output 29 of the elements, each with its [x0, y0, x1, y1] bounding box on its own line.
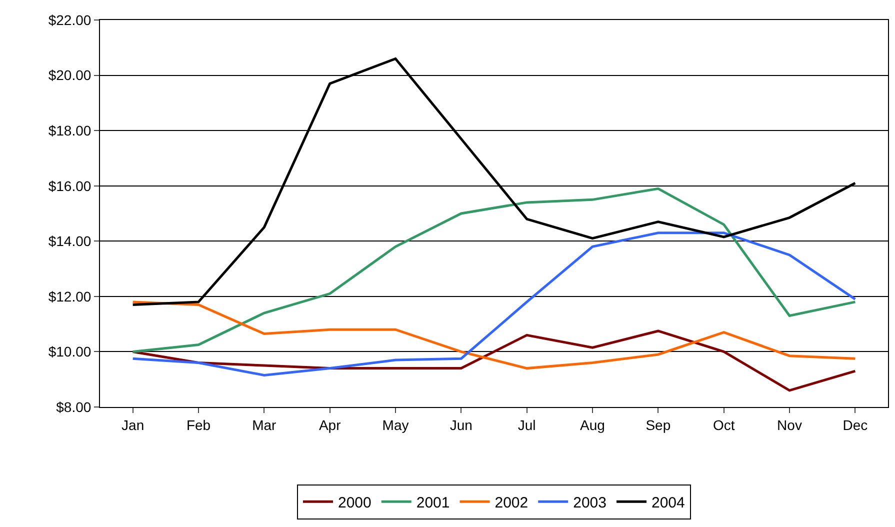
- y-tick-label: $12.00: [48, 288, 92, 304]
- y-tick-label: $8.00: [56, 398, 92, 415]
- x-tick-label: Feb: [186, 416, 211, 433]
- y-tick-label: $22.00: [48, 12, 92, 28]
- x-tick-label: Nov: [777, 416, 802, 433]
- y-tick-label: $14.00: [48, 233, 92, 250]
- x-tick-label: Jul: [518, 416, 536, 433]
- x-tick-label: Oct: [712, 416, 735, 433]
- x-tick-label: Dec: [842, 416, 868, 433]
- line-series: [132, 300, 856, 370]
- x-tick-label: Mar: [252, 416, 277, 433]
- x-tick-label: Sep: [646, 416, 671, 433]
- legend-label: 2002: [494, 494, 528, 512]
- legend-label: 2004: [652, 494, 685, 512]
- line-series: [132, 187, 856, 353]
- legend-label: 2000: [338, 494, 372, 512]
- x-tick-label: Apr: [318, 416, 342, 433]
- y-tick-label: $10.00: [48, 344, 92, 360]
- x-tick-label: May: [382, 416, 409, 433]
- x-tick-label: Aug: [580, 416, 605, 433]
- legend-label: 2003: [573, 494, 606, 512]
- line-series: [132, 330, 856, 392]
- legend-label: 2001: [416, 494, 450, 512]
- line-series: [132, 232, 856, 376]
- y-tick-label: $20.00: [48, 67, 92, 84]
- x-tick-label: Jun: [450, 416, 472, 433]
- y-tick-label: $16.00: [48, 178, 92, 194]
- y-tick-label: $18.00: [48, 122, 92, 138]
- x-tick-label: Jan: [122, 416, 144, 433]
